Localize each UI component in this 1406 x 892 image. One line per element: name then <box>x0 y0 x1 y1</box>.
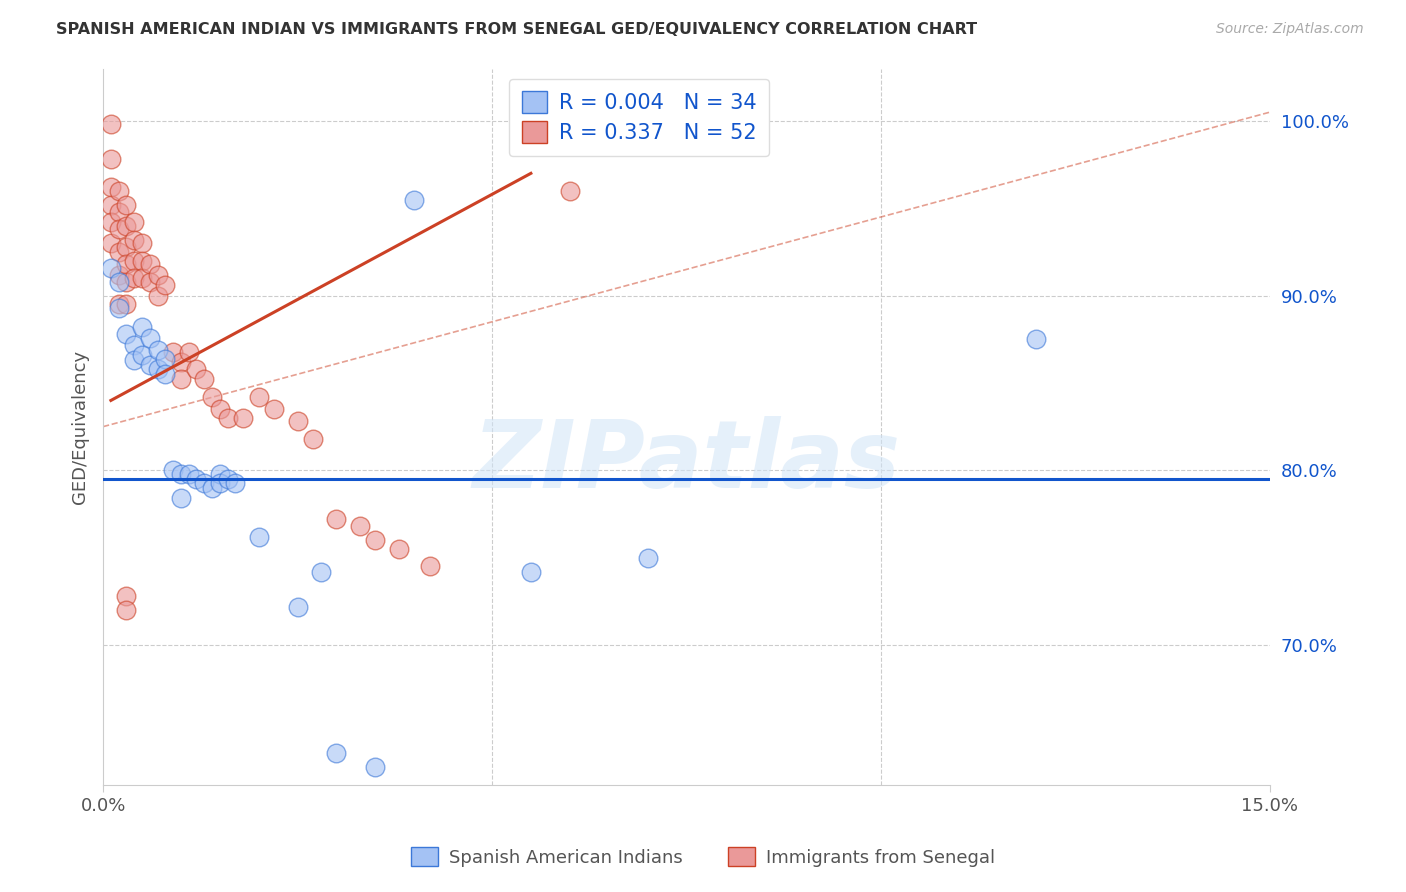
Text: SPANISH AMERICAN INDIAN VS IMMIGRANTS FROM SENEGAL GED/EQUIVALENCY CORRELATION C: SPANISH AMERICAN INDIAN VS IMMIGRANTS FR… <box>56 22 977 37</box>
Point <box>558 184 581 198</box>
Point <box>139 359 162 373</box>
Point <box>388 541 411 556</box>
Point <box>186 472 208 486</box>
Point <box>107 275 129 289</box>
Point <box>208 467 231 481</box>
Point <box>131 348 153 362</box>
Point <box>131 236 153 251</box>
Point <box>201 390 224 404</box>
Point <box>107 268 129 282</box>
Point <box>419 559 441 574</box>
Point <box>100 117 122 131</box>
Legend: R = 0.004   N = 34, R = 0.337   N = 52: R = 0.004 N = 34, R = 0.337 N = 52 <box>509 78 769 156</box>
Point <box>139 257 162 271</box>
Legend: Spanish American Indians, Immigrants from Senegal: Spanish American Indians, Immigrants fro… <box>404 840 1002 874</box>
Point <box>107 244 129 259</box>
Y-axis label: GED/Equivalency: GED/Equivalency <box>72 350 89 504</box>
Point <box>217 472 239 486</box>
Point <box>287 414 309 428</box>
Point <box>155 351 177 366</box>
Point <box>115 219 138 233</box>
Point <box>131 320 153 334</box>
Point <box>131 271 153 285</box>
Point <box>302 432 325 446</box>
Point <box>170 491 193 506</box>
Point <box>247 530 270 544</box>
Point <box>520 565 543 579</box>
Point <box>131 253 153 268</box>
Point <box>170 467 193 481</box>
Point <box>100 236 122 251</box>
Point <box>100 260 122 275</box>
Point <box>177 467 200 481</box>
Point <box>107 184 129 198</box>
Point <box>325 512 347 526</box>
Point <box>349 519 371 533</box>
Point <box>100 180 122 194</box>
Point <box>186 362 208 376</box>
Point <box>208 475 231 490</box>
Point <box>107 297 129 311</box>
Point <box>162 344 184 359</box>
Point <box>122 215 145 229</box>
Point <box>162 463 184 477</box>
Point <box>146 362 169 376</box>
Point <box>201 481 224 495</box>
Point <box>100 198 122 212</box>
Point <box>177 344 200 359</box>
Point <box>193 372 215 386</box>
Point <box>1025 332 1047 346</box>
Point <box>122 337 145 351</box>
Point <box>224 475 246 490</box>
Point <box>115 326 138 341</box>
Point <box>232 411 254 425</box>
Point <box>115 603 138 617</box>
Point <box>107 301 129 315</box>
Point <box>155 278 177 293</box>
Point <box>122 253 145 268</box>
Point <box>139 330 162 344</box>
Point <box>263 402 285 417</box>
Point <box>146 288 169 302</box>
Point <box>309 565 332 579</box>
Point <box>122 353 145 368</box>
Point <box>139 275 162 289</box>
Point <box>247 390 270 404</box>
Point <box>100 153 122 167</box>
Point <box>146 343 169 357</box>
Point <box>217 411 239 425</box>
Point <box>115 240 138 254</box>
Point <box>122 233 145 247</box>
Point <box>122 271 145 285</box>
Point <box>100 215 122 229</box>
Point <box>115 257 138 271</box>
Point <box>287 599 309 614</box>
Point <box>325 747 347 761</box>
Point <box>115 297 138 311</box>
Text: Source: ZipAtlas.com: Source: ZipAtlas.com <box>1216 22 1364 37</box>
Point <box>364 533 387 548</box>
Text: ZIPatlas: ZIPatlas <box>472 417 900 508</box>
Point <box>193 475 215 490</box>
Point <box>107 204 129 219</box>
Point <box>146 268 169 282</box>
Point <box>364 760 387 774</box>
Point <box>115 275 138 289</box>
Point <box>155 368 177 382</box>
Point <box>170 372 193 386</box>
Point <box>208 402 231 417</box>
Point <box>404 193 426 207</box>
Point <box>170 355 193 369</box>
Point <box>115 589 138 603</box>
Point <box>115 198 138 212</box>
Point <box>107 222 129 236</box>
Point <box>637 550 659 565</box>
